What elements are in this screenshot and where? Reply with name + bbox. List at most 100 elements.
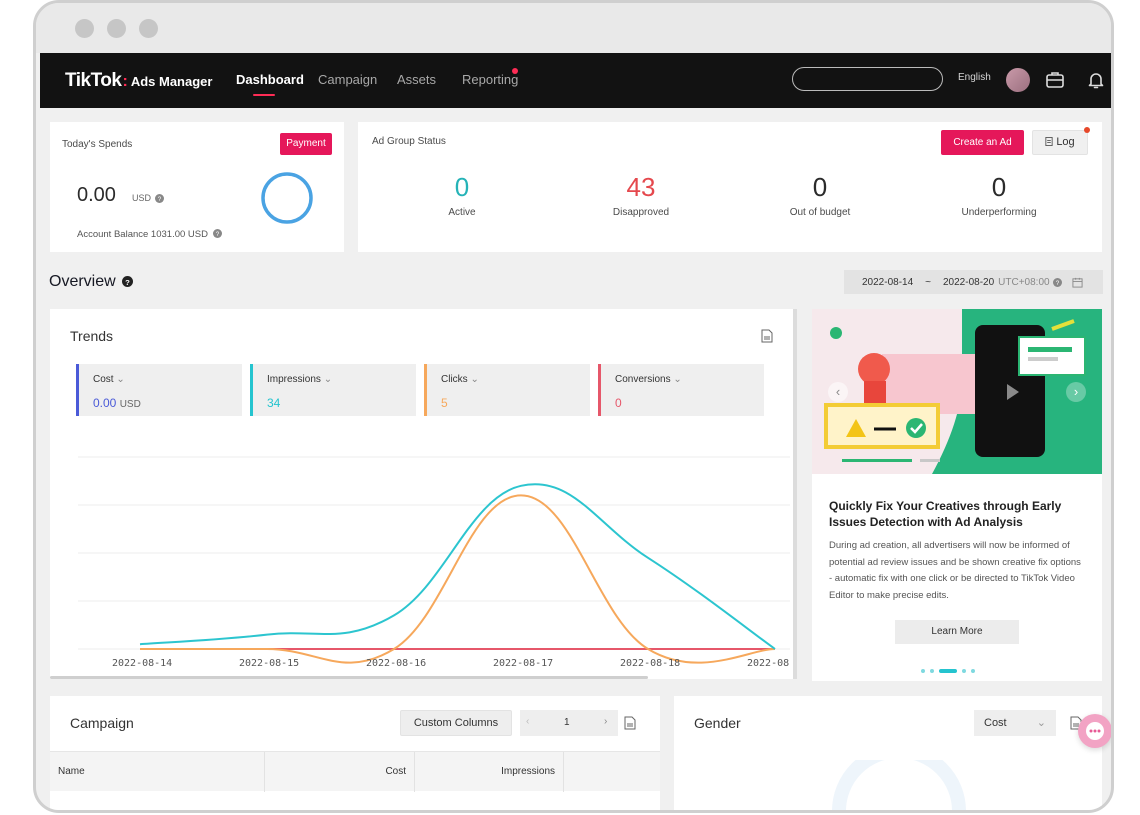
- tiktok-ads-logo[interactable]: TikTok : Ads Manager: [65, 70, 212, 92]
- carousel-dot[interactable]: [930, 669, 934, 673]
- metric-active[interactable]: 0 Active: [387, 172, 537, 218]
- spends-amount: 0.00: [77, 184, 116, 206]
- carousel-dot-active[interactable]: [939, 669, 957, 673]
- trends-line-chart: 2022-08-14 2022-08-15 2022-08-16 2022-08-17…: [78, 456, 790, 669]
- data-point-clicks[interactable]: [647, 648, 650, 651]
- metric-out-of-budget[interactable]: 0 Out of budget: [745, 172, 895, 218]
- window-minimize-dot[interactable]: [107, 19, 126, 38]
- x-tick-label: 2022-08-: [747, 658, 790, 669]
- logo-separator: :: [122, 73, 128, 90]
- data-point-impressions[interactable]: [520, 484, 523, 487]
- carousel-pagination: [921, 669, 975, 673]
- carousel-dot[interactable]: [921, 669, 925, 673]
- kpi-clicks-label: Clicks: [441, 374, 468, 385]
- x-tick-label: 2022-08-17: [493, 658, 553, 669]
- gender-metric-select[interactable]: Cost ⌄: [974, 710, 1056, 736]
- previous-page-button[interactable]: ‹: [526, 716, 530, 727]
- chart-vertical-scrollbar[interactable]: [793, 309, 797, 679]
- svg-text:?: ?: [216, 231, 220, 238]
- language-selector[interactable]: English: [958, 72, 991, 83]
- metric-disapproved[interactable]: 43 Disapproved: [566, 172, 716, 218]
- chevron-down-icon: ⌄: [323, 374, 333, 385]
- metric-underperforming-label: Underperforming: [961, 207, 1037, 218]
- window-close-dot[interactable]: [75, 19, 94, 38]
- current-page[interactable]: 1: [564, 717, 570, 728]
- window-maximize-dot[interactable]: [139, 19, 158, 38]
- metric-underperforming[interactable]: 0 Underperforming: [924, 172, 1074, 218]
- kpi-cost[interactable]: Cost ⌄ 0.00 USD: [76, 364, 242, 416]
- series-line-impressions: [139, 483, 776, 650]
- custom-columns-button[interactable]: Custom Columns: [400, 710, 512, 736]
- data-point-clicks[interactable]: [520, 494, 523, 497]
- data-point-clicks[interactable]: [139, 648, 142, 651]
- payment-button[interactable]: Payment: [280, 133, 332, 155]
- log-label: Log: [1056, 136, 1075, 148]
- carousel-prev-button[interactable]: ‹: [828, 382, 848, 402]
- search-input[interactable]: [792, 67, 943, 91]
- data-point-impressions[interactable]: [266, 633, 269, 636]
- nav-dashboard-label: Dashboard: [236, 72, 304, 87]
- export-icon[interactable]: [761, 329, 773, 343]
- top-navbar: TikTok : Ads Manager Dashboard Campaign …: [40, 53, 1111, 108]
- kpi-cost-value: 0.00 USD: [93, 396, 141, 410]
- data-point-clicks[interactable]: [266, 648, 269, 651]
- metric-active-value: 0: [454, 172, 470, 202]
- column-header-extra[interactable]: [564, 752, 660, 792]
- data-point-impressions[interactable]: [647, 556, 650, 559]
- data-point-impressions[interactable]: [393, 614, 396, 617]
- series-line-clicks: [139, 494, 776, 664]
- kpi-conversions[interactable]: Conversions ⌄ 0: [598, 364, 764, 416]
- carousel-next-button[interactable]: ›: [1066, 382, 1086, 402]
- carousel-dot[interactable]: [962, 669, 966, 673]
- kpi-impressions-name: Impressions ⌄: [267, 374, 332, 385]
- nav-dashboard[interactable]: Dashboard: [236, 72, 304, 96]
- kpi-conversions-name: Conversions ⌄: [615, 374, 682, 385]
- kpi-conversions-label: Conversions: [615, 374, 671, 385]
- data-point-conversions[interactable]: [520, 648, 523, 651]
- nav-active-indicator: [253, 94, 275, 96]
- end-date: 2022-08-20: [943, 276, 995, 288]
- data-point-impressions[interactable]: [139, 643, 142, 646]
- user-avatar[interactable]: [1006, 68, 1030, 92]
- help-icon[interactable]: ?: [1052, 277, 1062, 287]
- toolbox-icon[interactable]: [1044, 69, 1066, 91]
- chart-horizontal-scrollbar[interactable]: [50, 676, 648, 679]
- data-point-clicks[interactable]: [393, 648, 396, 651]
- ad-group-status-title: Ad Group Status: [372, 136, 446, 147]
- x-tick-label: 2022-08-16: [366, 658, 426, 669]
- log-button[interactable]: Log: [1032, 130, 1088, 155]
- help-icon[interactable]: ?: [122, 276, 134, 287]
- timezone: UTC+08:00: [998, 276, 1050, 288]
- promo-description: During ad creation, all advertisers will…: [829, 540, 1081, 601]
- kpi-impressions[interactable]: Impressions ⌄ 34: [250, 364, 416, 416]
- kpi-impressions-label: Impressions: [267, 374, 321, 385]
- chevron-down-icon: ⌄: [116, 374, 125, 385]
- column-header-name[interactable]: Name: [50, 752, 265, 792]
- column-header-impressions[interactable]: Impressions: [415, 752, 564, 792]
- next-page-button[interactable]: ›: [604, 716, 608, 727]
- export-icon[interactable]: [624, 716, 636, 730]
- help-icon[interactable]: ?: [155, 194, 164, 203]
- campaign-table-header: Name Cost Impressions: [50, 751, 660, 792]
- calendar-icon[interactable]: [1072, 277, 1083, 288]
- data-point-impressions[interactable]: [774, 648, 777, 651]
- notification-bell-icon[interactable]: [1085, 69, 1107, 91]
- nav-campaign[interactable]: Campaign: [318, 72, 378, 87]
- x-tick-label: 2022-08-18: [620, 658, 680, 669]
- kpi-clicks-value: 5: [441, 396, 448, 410]
- kpi-clicks[interactable]: Clicks ⌄ 5: [424, 364, 590, 416]
- date-range-picker[interactable]: 2022-08-14 ~ 2022-08-20 UTC+08:00 ?: [844, 270, 1103, 294]
- create-ad-button[interactable]: Create an Ad: [941, 130, 1024, 155]
- learn-more-button[interactable]: Learn More: [895, 620, 1019, 644]
- nav-reporting[interactable]: Reporting: [462, 72, 519, 87]
- gender-metric-value: Cost: [984, 717, 1007, 729]
- chat-support-button[interactable]: [1078, 714, 1111, 748]
- metric-active-label: Active: [448, 207, 476, 218]
- nav-assets[interactable]: Assets: [397, 72, 437, 87]
- metric-disapproved-label: Disapproved: [612, 207, 670, 218]
- browser-window: TikTok : Ads Manager Dashboard Campaign …: [33, 0, 1114, 813]
- carousel-dot[interactable]: [971, 669, 975, 673]
- column-header-cost[interactable]: Cost: [265, 752, 415, 792]
- kpi-cost-label: Cost: [93, 374, 114, 385]
- help-icon[interactable]: ?: [213, 229, 222, 238]
